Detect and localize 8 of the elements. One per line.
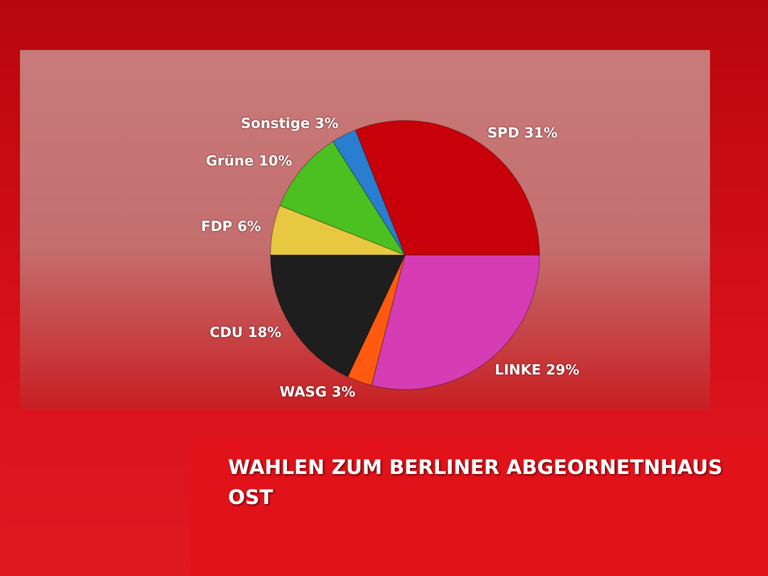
slice-label: Grüne 10%: [206, 153, 292, 170]
slice-label: FDP 6%: [201, 219, 262, 236]
text: WAHLEN ZUM BERLINER ABGEORNETNHAUS OST: [228, 454, 724, 511]
slice-label: CDU 18%: [210, 325, 282, 342]
slice-label: Sonstige 3%: [240, 116, 338, 132]
slice-label: WASG 3%: [280, 384, 356, 400]
slice-label: LINKE 29%: [494, 362, 580, 378]
slice-label: SPD 31%: [487, 125, 558, 142]
